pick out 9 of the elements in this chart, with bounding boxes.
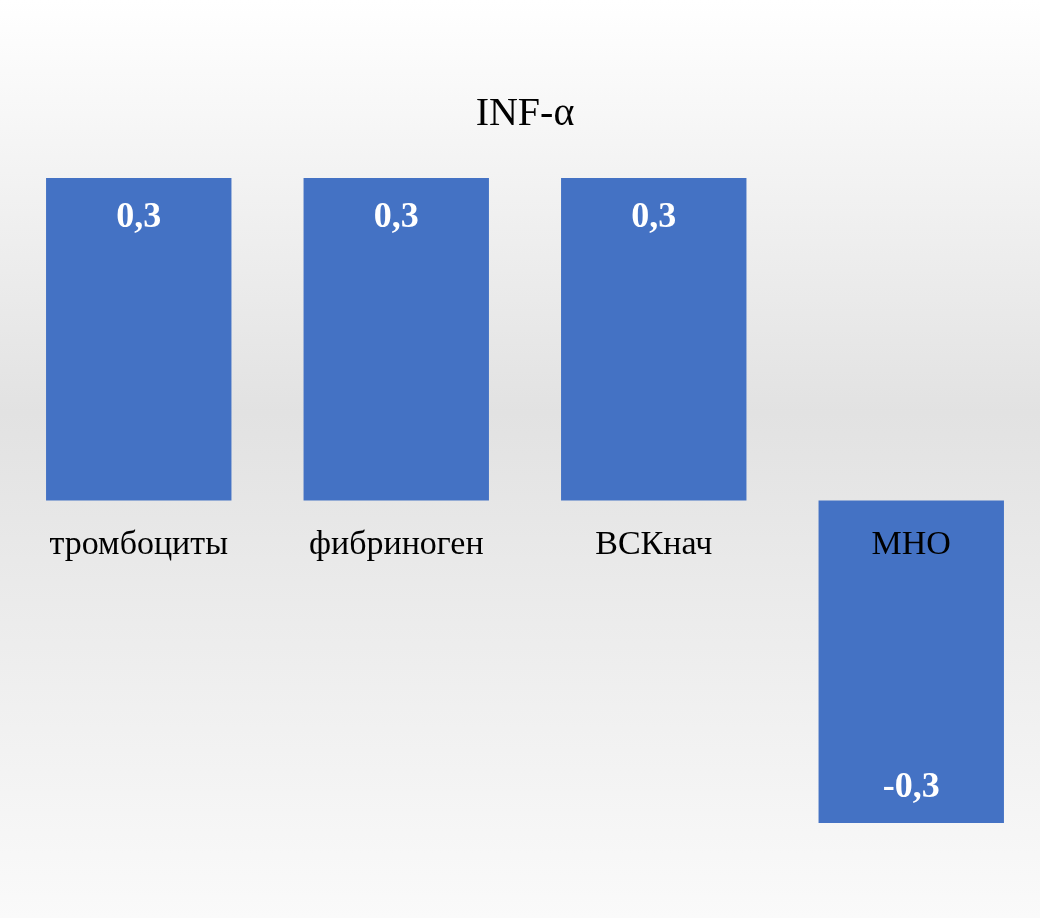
x-tick-label: фибриноген [308,524,484,562]
data-label: 0,3 [373,195,419,236]
data-label: 0,3 [116,195,162,236]
data-label: -0,3 [882,765,940,806]
x-tick-label: тромбоциты [49,524,229,562]
data-label: 0,3 [631,195,677,236]
x-tick-label: ВСКнач [595,524,713,562]
chart-title: INF-α [475,88,575,134]
x-tick-label: МНО [871,524,951,562]
